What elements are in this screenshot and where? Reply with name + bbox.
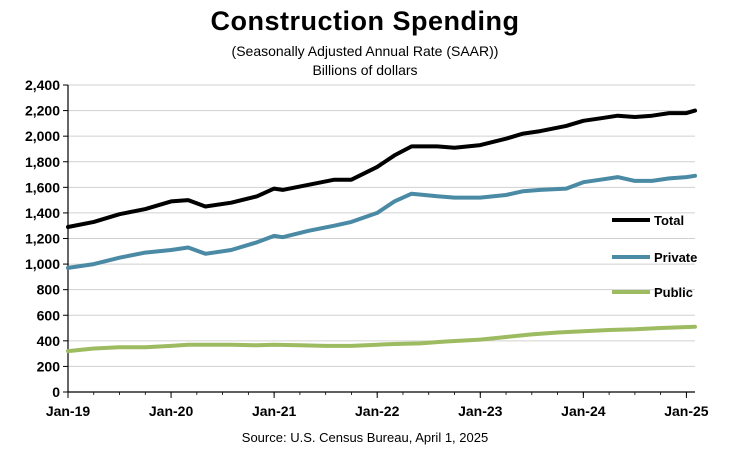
x-tick-label: Jan-21: [252, 403, 297, 419]
y-tick-label: 1,400: [25, 205, 60, 221]
chart-source: Source: U.S. Census Bureau, April 1, 202…: [241, 430, 489, 445]
y-tick-label: 2,400: [25, 77, 60, 93]
x-tick-label: Jan-25: [664, 403, 709, 419]
chart-units: Billions of dollars: [312, 62, 418, 78]
legend: Total Private Public: [612, 213, 697, 300]
y-tick-label: 0: [52, 384, 60, 400]
x-tick-label: Jan-20: [149, 403, 194, 419]
x-tick-label: Jan-19: [46, 403, 91, 419]
gridlines: [68, 84, 695, 367]
x-tick-label: Jan-22: [355, 403, 400, 419]
chart-title: Construction Spending: [210, 6, 520, 36]
chart-subtitle: (Seasonally Adjusted Annual Rate (SAAR)): [231, 43, 499, 59]
y-tick-label: 1,600: [25, 179, 60, 195]
x-tick-label: Jan-23: [458, 403, 503, 419]
series-line-public: [66, 324, 697, 354]
y-tick-label: 2,200: [25, 103, 60, 119]
x-tick-label: Jan-24: [561, 403, 606, 419]
series-line-private: [66, 173, 697, 270]
y-tick-label: 1,000: [25, 256, 60, 272]
y-tick-label: 1,800: [25, 154, 60, 170]
legend-label-total: Total: [654, 213, 684, 228]
y-tick-label: 600: [37, 307, 61, 323]
y-tick-label: 200: [37, 358, 61, 374]
y-tick-label: 400: [37, 333, 61, 349]
legend-label-private: Private: [654, 250, 697, 265]
y-tick-label: 800: [37, 282, 61, 298]
y-tick-label: 1,200: [25, 231, 60, 247]
series-line-total: [66, 108, 697, 229]
legend-label-public: Public: [654, 285, 693, 300]
series-lines: [66, 108, 697, 354]
axes: 0 200 400 600 800 1,000 1,200 1,400 1,600 1,800 2,…: [25, 77, 709, 419]
y-tick-label: 2,000: [25, 128, 60, 144]
